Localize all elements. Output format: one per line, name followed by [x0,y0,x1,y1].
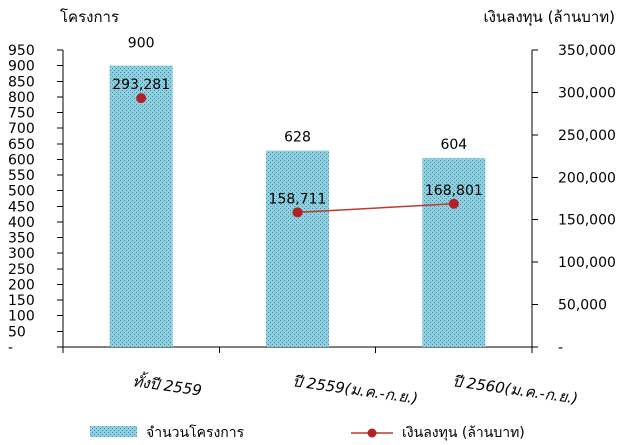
bar-value-label: 604 [440,137,467,153]
bar-value-label: 900 [128,36,155,52]
legend-line-label: เงินลงทุน (ล้านบาท) [402,425,525,441]
bar [422,158,486,347]
point-value-labels: 293,281 158,711 168,801 [112,77,483,207]
left-axis-tick-label: 500 [8,184,35,200]
left-axis-tick-label: 350 [8,231,35,247]
left-axis-tick-label: 650 [8,137,35,153]
legend-bar-label: จำนวนโครงการ [146,424,245,441]
right-axis-tick-label: 350,000 [558,43,616,59]
bar-series [109,65,486,347]
right-axis-tick-label: 300,000 [558,85,616,101]
category-label: ปี 2559(ม.ค.-ก.ย.) [291,372,419,407]
category-label: ปี 2560(ม.ค.-ก.ย.) [451,372,579,407]
right-y-axis: - 50,000 100,000 150,000 200,000 250,000 300,0… [531,43,616,356]
line-point [292,207,303,218]
left-axis-tick-label: 600 [8,152,35,168]
right-axis-tick-label: - [558,340,563,356]
x-axis [62,346,533,353]
left-axis-tick-label: 550 [8,168,35,184]
investment-line [297,203,454,214]
bar [109,65,173,347]
left-axis-tick-label: 400 [8,215,35,231]
category-label: ทั้งปี 2559 [131,370,203,400]
bar-value-label: 628 [284,130,311,146]
line-value-label: 293,281 [112,77,170,93]
line-value-label: 158,711 [269,191,327,207]
left-axis-tick-label: 300 [8,246,35,262]
left-axis-tick-label: 800 [8,90,35,106]
left-axis-tick-label: 250 [8,262,35,278]
left-y-axis: -501001502002503003504004505005506006507… [8,43,64,356]
left-axis-tick-label: 200 [8,277,35,293]
legend-marker-swatch [367,428,377,438]
legend-bar-swatch [90,426,137,437]
left-axis-tick-label: - [8,340,13,356]
line-series [136,93,459,218]
bar [266,150,329,347]
left-axis-tick-label: 700 [8,121,35,137]
left-axis-title: โครงการ [60,8,119,26]
left-axis-tick-label: 50 [8,324,26,340]
right-axis-tick-label: 150,000 [558,213,616,229]
right-axis-tick-label: 50,000 [558,298,607,314]
left-axis-tick-label: 850 [8,74,35,90]
left-axis-tick-label: 150 [8,293,35,309]
left-axis-tick-label: 950 [8,43,35,59]
left-axis-tick-label: 450 [8,199,35,215]
line-value-label: 168,801 [425,183,483,199]
legend: จำนวนโครงการ เงินลงทุน (ล้านบาท) [90,424,525,441]
left-axis-tick-label: 900 [8,59,35,75]
left-axis-tick-label: 750 [8,106,35,122]
right-axis-tick-label: 200,000 [558,170,616,186]
line-point [448,198,459,209]
line-point [136,93,147,104]
right-axis-tick-label: 250,000 [558,128,616,144]
category-labels: ทั้งปี 2559 ปี 2559(ม.ค.-ก.ย.) ปี 2560(ม.ค… [131,370,579,407]
right-axis-title: เงินลงทุน (ล้านบาท) [483,8,615,27]
left-axis-tick-label: 100 [8,309,35,325]
right-axis-tick-label: 100,000 [558,255,616,271]
bar-value-labels: 900 628 604 [128,36,467,154]
